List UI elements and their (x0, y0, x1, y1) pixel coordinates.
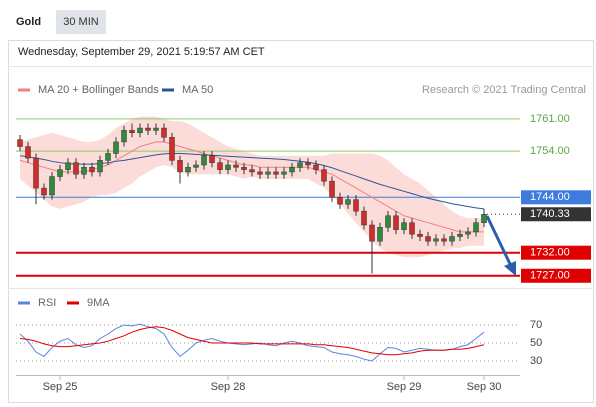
candle-body (337, 197, 343, 205)
x-tick-label: Sep 28 (211, 381, 246, 393)
candle-body (457, 233, 463, 237)
candle-body (129, 130, 135, 133)
candle-body (441, 238, 447, 242)
level-label: 1744.00 (530, 191, 570, 203)
candle-body (89, 167, 95, 173)
plot-area: 1761.00 1754.00 1744.00 1732.00 1727.00 MA 20… (16, 84, 591, 393)
timestamp: Wednesday, September 29, 2021 5:19:57 AM… (18, 46, 265, 58)
candle-body (25, 146, 31, 159)
candle-body (217, 162, 223, 170)
candle-body (465, 231, 471, 235)
candle-body (393, 215, 399, 230)
candle-body (41, 187, 47, 196)
candle-body (345, 199, 351, 205)
price-label: 1740.33 (530, 208, 570, 220)
legend-swatch (18, 88, 30, 92)
candle-body (297, 162, 303, 168)
interval: 30 MIN (63, 16, 99, 28)
candle-body (33, 157, 39, 189)
candle-body (305, 162, 311, 166)
candle-body (417, 233, 423, 237)
x-tick-label: Sep 29 (387, 381, 422, 393)
x-tick-label: Sep 30 (467, 381, 502, 393)
indicator-line (19, 323, 485, 362)
candle-body (145, 127, 151, 131)
candle-body (201, 155, 207, 166)
candle-body (369, 224, 375, 242)
price-label-box (521, 207, 591, 222)
level-label: 1761.00 (530, 113, 570, 125)
candle-body (161, 127, 167, 138)
forecast-arrow (485, 215, 513, 267)
legend-swatch (18, 301, 30, 305)
candle-body (409, 222, 415, 235)
candle-body (169, 137, 175, 161)
candle-body (385, 215, 391, 228)
legend-swatch (67, 301, 79, 305)
candle-body (97, 160, 103, 173)
level-label: 1732.00 (530, 247, 570, 259)
candle-body (473, 222, 479, 233)
credit: Research © 2021 Trading Central (422, 84, 586, 96)
candle-body (49, 176, 55, 196)
candle-body (425, 236, 431, 242)
y-tick-label: 50 (530, 337, 542, 349)
candle-body (177, 160, 183, 173)
legend-label: 9MA (87, 297, 110, 309)
symbol: Gold (16, 16, 41, 28)
candle-body (249, 169, 255, 173)
level-label-box (521, 268, 591, 283)
candle-body (449, 236, 455, 242)
candle-body (209, 155, 215, 163)
candle-body (185, 167, 191, 173)
candle-body (121, 130, 127, 143)
candle-body (17, 139, 23, 147)
candle-body (241, 167, 247, 170)
level-label-box (521, 190, 591, 205)
candle-body (273, 171, 279, 175)
candle-body (281, 171, 287, 175)
legend-label: MA 20 + Bollinger Bands (38, 84, 159, 96)
candle-body (105, 153, 111, 161)
candle-body (225, 164, 231, 170)
candle-body (433, 238, 439, 242)
candle-body (137, 127, 143, 133)
bollinger-band (20, 116, 484, 258)
candle-body (289, 167, 295, 173)
indicator-line (19, 326, 485, 356)
legend-label: MA 50 (182, 84, 213, 96)
candle-body (73, 162, 79, 175)
legend-label: RSI (38, 297, 56, 309)
candle-body (481, 213, 487, 223)
x-tick-label: Sep 25 (43, 381, 78, 393)
candle-body (329, 180, 335, 198)
candle-body (233, 164, 239, 168)
y-tick-label: 30 (530, 355, 542, 367)
candle-body (361, 210, 367, 226)
candle-body (65, 162, 71, 170)
candle-body (265, 171, 271, 175)
forecast-arrowhead (504, 261, 516, 276)
candle-body (113, 141, 119, 154)
candle-body (321, 169, 327, 182)
candle-body (57, 169, 63, 177)
candle-body (257, 171, 263, 175)
candle-body (193, 164, 199, 168)
level-label: 1754.00 (530, 145, 570, 157)
candle-body (377, 227, 383, 242)
candle-body (313, 164, 319, 170)
interval-badge (56, 10, 106, 34)
card-border (8, 40, 594, 403)
legend-swatch (162, 88, 174, 92)
candle-body (153, 127, 159, 131)
candle-body (81, 167, 87, 175)
level-label-box (521, 245, 591, 260)
level-label: 1727.00 (530, 270, 570, 282)
y-tick-label: 70 (530, 319, 542, 331)
candle-body (401, 222, 407, 230)
candle-body (353, 199, 359, 212)
